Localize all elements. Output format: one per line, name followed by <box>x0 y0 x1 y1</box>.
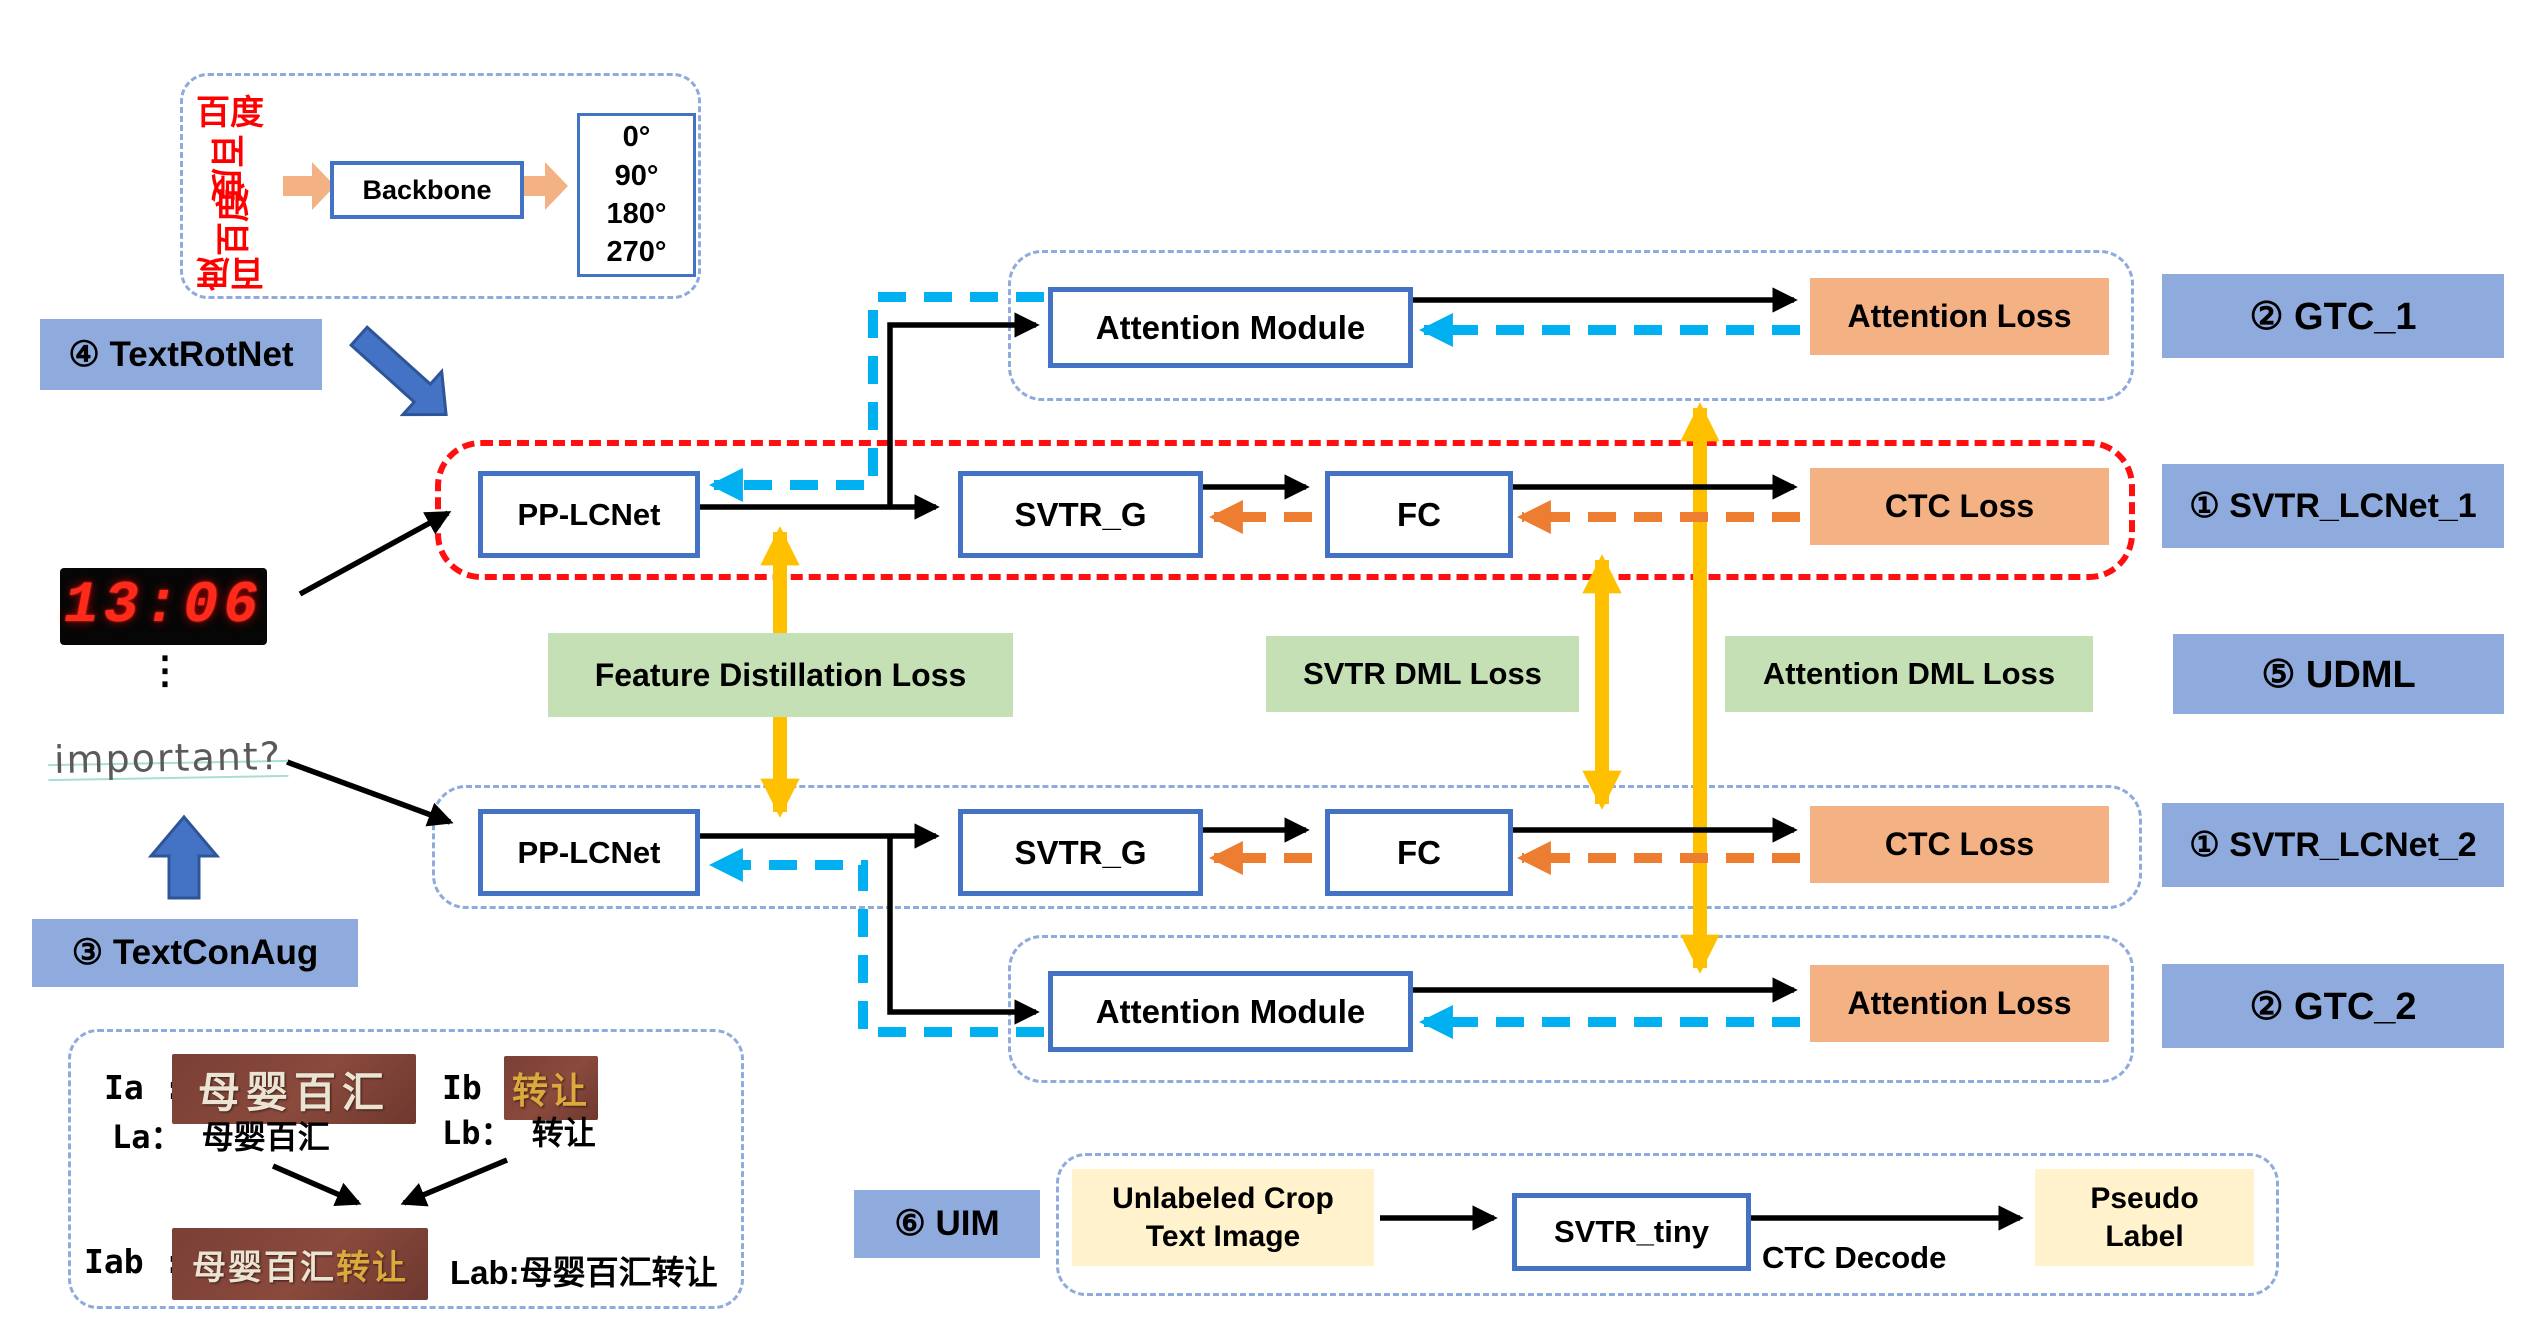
clock-sample-image: 13:06 <box>60 568 267 645</box>
backbone-box: Backbone <box>330 161 524 219</box>
badge-textrotnet: ④ TextRotNet <box>40 319 322 390</box>
important-sample-text: important? <box>47 733 289 783</box>
ib-crop-image: 转让 <box>504 1056 598 1120</box>
label-udml: ⑤ UDML <box>2173 634 2504 714</box>
lb-label-text: Lb： 转让 <box>442 1114 596 1152</box>
badge-textconaug: ③ TextConAug <box>32 919 358 987</box>
iab-concat-image: 母婴百汇 转让 <box>172 1228 428 1300</box>
ia-label: Ia : <box>104 1068 184 1107</box>
textconaug-example-container <box>68 1029 744 1309</box>
label-svtr-lcnet1: ① SVTR_LCNet_1 <box>2162 464 2504 548</box>
uim-pseudo-label-box: Pseudo Label <box>2035 1169 2254 1266</box>
feature-distillation-loss-box: Feature Distillation Loss <box>548 633 1013 717</box>
teacher-svtrg-box: SVTR_G <box>958 471 1203 558</box>
lab-label-text: Lab:母婴百汇转让 <box>450 1254 718 1291</box>
svtr-lcnet2-container <box>432 785 2142 909</box>
iab-part-a: 母婴百汇 <box>192 1248 336 1287</box>
teacher-pplcnet-box: PP-LCNet <box>478 471 700 558</box>
uim-container <box>1056 1153 2279 1296</box>
rotated-text-180: 百度 <box>196 253 264 292</box>
svtr-lcnet1-highlight-container <box>435 440 2135 580</box>
attention-dml-loss-box: Attention DML Loss <box>1725 636 2093 712</box>
label-gtc1: ② GTC_1 <box>2162 274 2504 358</box>
teacher-fc-box: FC <box>1325 471 1513 558</box>
rotation-angles-box: 0° 90° 180° 270° <box>577 113 696 277</box>
textrotnet-pointer-arrow <box>348 325 448 417</box>
student-ctc-loss-box: CTC Loss <box>1810 806 2109 883</box>
student-svtrg-box: SVTR_G <box>958 809 1203 896</box>
teacher-attention-loss-box: Attention Loss <box>1810 278 2109 355</box>
student-pplcnet-box: PP-LCNet <box>478 809 700 896</box>
teacher-attention-module-box: Attention Module <box>1048 287 1413 368</box>
student-attention-module-box: Attention Module <box>1048 971 1413 1052</box>
uim-ctc-decode-label: CTC Decode <box>1762 1240 1947 1275</box>
ia-crop-image: 母婴百汇 <box>172 1054 416 1124</box>
ellipsis: ⋮ <box>146 650 184 692</box>
textrotnet-pretrain-container <box>180 73 701 299</box>
svtr-dml-loss-box: SVTR DML Loss <box>1266 636 1579 712</box>
label-svtr-lcnet2: ① SVTR_LCNet_2 <box>2162 803 2504 887</box>
teacher-ctc-loss-box: CTC Loss <box>1810 468 2109 545</box>
textconaug-pointer-arrow <box>147 814 221 900</box>
rotated-text-270: 百度 <box>214 188 253 256</box>
student-fc-box: FC <box>1325 809 1513 896</box>
iab-label: Iab : <box>84 1242 184 1281</box>
iab-part-b: 转让 <box>336 1248 408 1287</box>
student-attention-loss-box: Attention Loss <box>1810 965 2109 1042</box>
label-gtc2: ② GTC_2 <box>2162 964 2504 1048</box>
uim-unlabeled-input-box: Unlabeled Crop Text Image <box>1072 1169 1374 1266</box>
la-label-text: La： 母婴百汇 <box>112 1118 330 1156</box>
uim-svtr-tiny-box: SVTR_tiny <box>1512 1193 1751 1271</box>
badge-uim: ⑥ UIM <box>854 1190 1040 1258</box>
rotated-text-0: 百度 <box>196 93 264 132</box>
